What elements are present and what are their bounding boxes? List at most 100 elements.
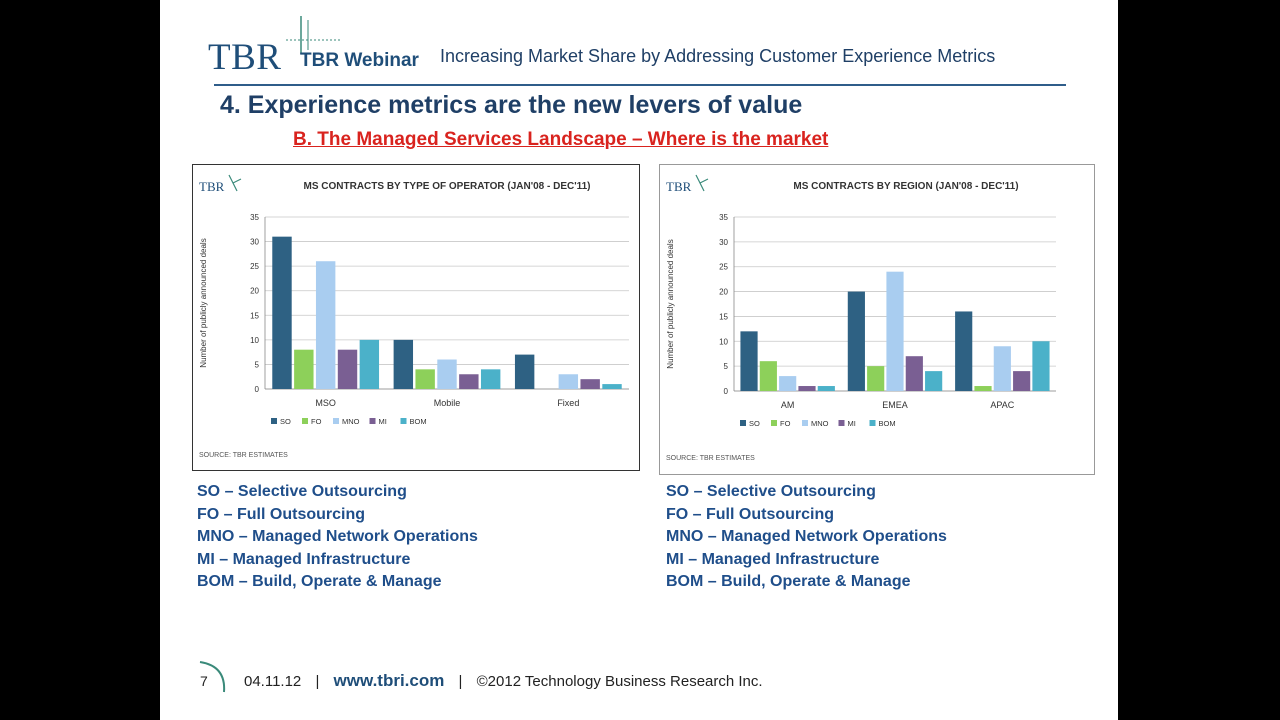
- bar-mno: [886, 271, 904, 391]
- bar-so: [514, 354, 535, 389]
- y-tick-label: 25: [719, 263, 728, 272]
- chart-source: SOURCE: TBR ESTIMATES: [666, 455, 755, 462]
- footer-copyright: ©2012 Technology Business Research Inc.: [476, 673, 763, 690]
- x-tick-label: Fixed: [557, 398, 579, 408]
- legend-swatch: [400, 418, 407, 424]
- y-tick-label: 15: [719, 312, 728, 321]
- definition-item: MI – Managed Infrastructure: [197, 550, 411, 568]
- bar-bom: [480, 369, 501, 389]
- footer-separator: |: [315, 673, 320, 690]
- presentation-title: Increasing Market Share by Addressing Cu…: [440, 46, 996, 66]
- definition-item: FO – Full Outsourcing: [197, 505, 365, 523]
- bar-mno: [993, 346, 1011, 391]
- legend-swatch: [271, 418, 277, 424]
- y-tick-label: 0: [255, 385, 260, 394]
- definition-item: SO – Selective Outsourcing: [197, 483, 407, 500]
- y-tick-label: 15: [250, 311, 259, 320]
- chart-title: MS CONTRACTS BY REGION (JAN'08 - DEC'11): [793, 181, 1018, 192]
- y-tick-label: 35: [719, 213, 728, 222]
- x-tick-label: MSO: [315, 398, 336, 408]
- y-tick-label: 30: [719, 238, 728, 247]
- y-tick-label: 5: [255, 360, 260, 369]
- definition-item: BOM – Build, Operate & Manage: [197, 573, 442, 590]
- y-tick-label: 25: [250, 262, 259, 271]
- y-tick-label: 30: [250, 238, 259, 247]
- bar-mno: [558, 374, 579, 389]
- chart-logo: TBR: [666, 179, 692, 194]
- bar-mi: [1013, 371, 1031, 391]
- bar-fo: [759, 361, 777, 391]
- bar-so: [272, 236, 292, 389]
- legend-swatch: [838, 420, 845, 426]
- chart-title: MS CONTRACTS BY TYPE OF OPERATOR (JAN'08…: [303, 181, 590, 192]
- legend-label: MNO: [342, 417, 360, 426]
- bar-mi: [905, 356, 923, 391]
- definitions-right: SO – Selective Outsourcing FO – Full Out…: [666, 481, 986, 594]
- bar-fo: [294, 349, 314, 389]
- legend-label: FO: [780, 419, 791, 428]
- section-title: 4. Experience metrics are the new levers…: [220, 91, 803, 119]
- bar-mno: [315, 261, 336, 389]
- bar-so: [740, 331, 758, 391]
- slide: TBR TBR Webinar Increasing Market Share …: [160, 0, 1118, 720]
- y-axis-label: Number of publicly announced deals: [666, 239, 675, 368]
- chart-source: SOURCE: TBR ESTIMATES: [199, 452, 288, 459]
- bar-so: [393, 339, 414, 389]
- legend-swatch: [869, 420, 876, 426]
- y-tick-label: 20: [250, 287, 259, 296]
- chart-logo-star-icon: [228, 174, 242, 192]
- legend-swatch: [802, 420, 808, 426]
- definition-item: MNO – Managed Network Operations: [666, 528, 947, 545]
- legend-swatch: [302, 418, 308, 424]
- x-tick-label: EMEA: [882, 400, 908, 410]
- legend-label: SO: [749, 419, 760, 428]
- y-tick-label: 10: [250, 336, 259, 345]
- bar-mi: [459, 374, 479, 389]
- y-tick-label: 20: [719, 288, 728, 297]
- logo-text: TBR: [208, 37, 282, 78]
- legend-label: SO: [280, 417, 291, 426]
- footer: 7 04.11.12 | www.tbri.com | ©2012 Techno…: [160, 660, 1118, 710]
- x-tick-label: AM: [781, 400, 795, 410]
- webinar-label: TBR Webinar: [300, 50, 419, 71]
- y-tick-label: 35: [250, 213, 259, 222]
- footer-arc-icon: [199, 661, 226, 693]
- legend-swatch: [740, 420, 746, 426]
- footer-separator: |: [458, 673, 463, 690]
- y-tick-label: 10: [719, 337, 728, 346]
- definitions-left: SO – Selective Outsourcing FO – Full Out…: [197, 481, 517, 594]
- bar-mi: [337, 349, 358, 389]
- definition-item: MI – Managed Infrastructure: [666, 550, 880, 568]
- footer-url-link[interactable]: www.tbri.com: [333, 671, 445, 690]
- chart-region-svg: TBR MS CONTRACTS BY REGION (JAN'08 - DEC'…: [666, 174, 1056, 462]
- bar-so: [955, 311, 973, 391]
- chart-operator-svg: TBR MS CONTRACTS BY TYPE OF OPERATOR (JAN…: [199, 174, 629, 459]
- bar-so: [847, 291, 865, 391]
- bar-fo: [974, 386, 992, 391]
- definition-item: SO – Selective Outsourcing: [666, 483, 876, 500]
- bar-bom: [602, 384, 622, 389]
- definition-item: MNO – Managed Network Operations: [197, 528, 478, 545]
- bar-fo: [415, 369, 435, 389]
- legend-label: FO: [311, 417, 322, 426]
- legend-swatch: [369, 418, 376, 424]
- bar-bom: [817, 386, 835, 391]
- chart-logo: TBR: [199, 179, 225, 194]
- bar-mi: [580, 379, 600, 389]
- legend-label: MI: [379, 417, 387, 426]
- sub-title: B. The Managed Services Landscape – Wher…: [293, 129, 829, 150]
- x-tick-label: Mobile: [434, 398, 461, 408]
- legend-label: MNO: [811, 419, 829, 428]
- chart-by-operator-type: TBR MS CONTRACTS BY TYPE OF OPERATOR (JAN…: [192, 164, 640, 471]
- footer-text: 04.11.12 | www.tbri.com | ©2012 Technolo…: [244, 671, 763, 691]
- chart-by-region: TBR MS CONTRACTS BY REGION (JAN'08 - DEC'…: [659, 164, 1095, 475]
- bar-mno: [437, 359, 457, 389]
- logo-star-icon: [286, 16, 341, 54]
- bar-bom: [925, 371, 943, 391]
- bar-mno: [779, 376, 797, 391]
- footer-date: 04.11.12: [244, 673, 302, 690]
- legend-label: BOM: [879, 419, 896, 428]
- y-tick-label: 0: [724, 387, 729, 396]
- legend-swatch: [771, 420, 777, 426]
- x-tick-label: APAC: [990, 400, 1014, 410]
